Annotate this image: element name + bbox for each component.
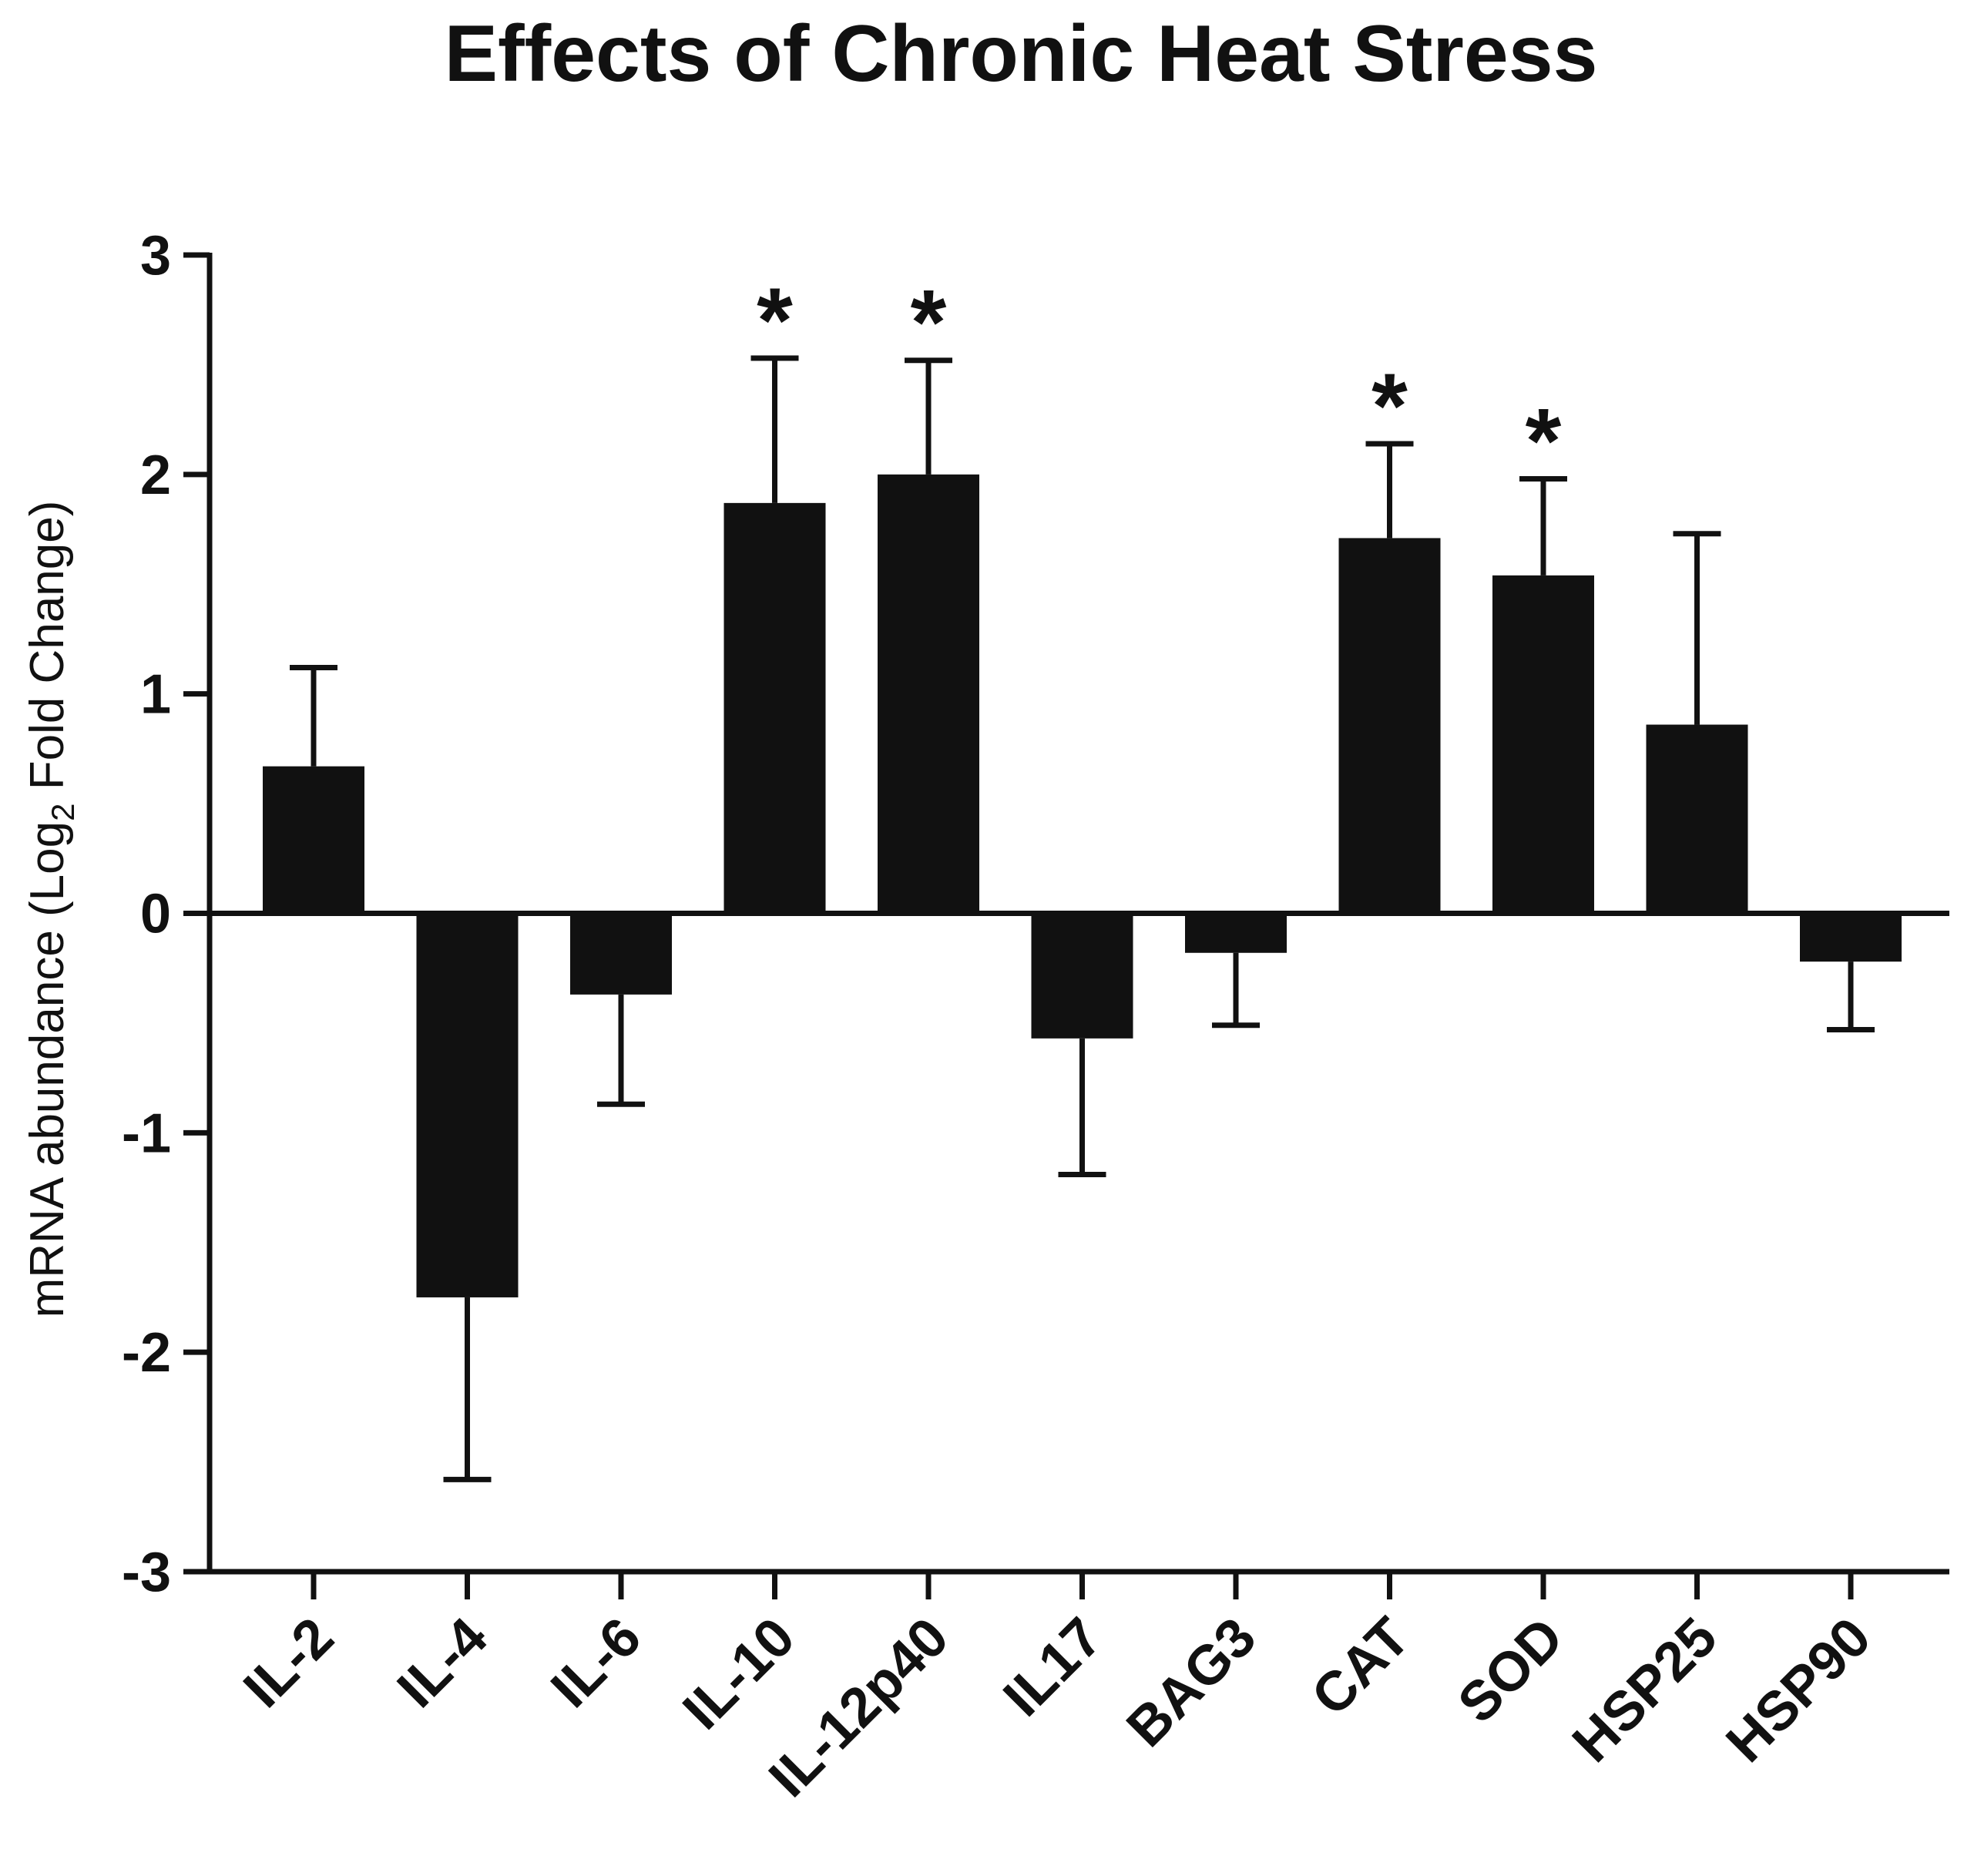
- error-bars-group: [290, 355, 1875, 1482]
- y-axis-label-rest: Fold Change): [21, 501, 74, 804]
- x-tick-label: BAG3: [1115, 1606, 1267, 1759]
- y-tick-label: -1: [122, 1102, 171, 1164]
- bar: [1492, 575, 1594, 914]
- y-axis-label: mRNA abundance (Log2 Fold Change): [21, 501, 81, 1318]
- bars-group: [263, 474, 1902, 1297]
- bar: [1031, 913, 1133, 1039]
- x-tick-label: IL-10: [671, 1606, 806, 1741]
- y-tick-label: 1: [140, 664, 171, 726]
- chart-title: Effects of Chronic Heat Stress: [445, 9, 1598, 99]
- y-axis-label-subscript: 2: [45, 804, 81, 821]
- bar: [1185, 913, 1287, 953]
- y-ticks-group: 3 2 1 0 -1 -2 -3: [122, 225, 210, 1603]
- bar: [878, 474, 979, 914]
- significance-markers-group: * * * *: [757, 269, 1562, 493]
- significance-marker: *: [1526, 390, 1562, 493]
- y-axis-label-main: mRNA abundance (Log: [21, 821, 74, 1318]
- y-tick-label: -2: [122, 1322, 171, 1384]
- y-tick-label: 2: [140, 445, 171, 506]
- bar: [570, 913, 672, 995]
- x-tick-label: CAT: [1300, 1606, 1421, 1727]
- y-tick-label: 3: [140, 225, 171, 287]
- bar: [1338, 538, 1441, 914]
- bar: [1800, 913, 1902, 962]
- bar: [263, 766, 364, 914]
- x-tick-label: SOD: [1446, 1606, 1575, 1735]
- significance-marker: *: [1371, 354, 1408, 458]
- y-tick-label: -3: [122, 1542, 171, 1603]
- bar: [1646, 724, 1748, 914]
- x-tick-label: IL17: [992, 1606, 1113, 1728]
- x-tick-label: HSP25: [1561, 1606, 1729, 1774]
- x-tick-label: IL-6: [539, 1606, 653, 1720]
- axes-group: [206, 253, 1949, 1575]
- significance-marker: *: [911, 271, 947, 374]
- bar: [723, 502, 826, 914]
- x-tick-label: IL-2: [232, 1606, 345, 1720]
- x-tick-label: IL-4: [386, 1606, 499, 1720]
- x-tick-label: HSP90: [1714, 1606, 1882, 1774]
- y-tick-label: 0: [140, 884, 171, 945]
- significance-marker: *: [757, 269, 793, 372]
- bar: [416, 913, 519, 1297]
